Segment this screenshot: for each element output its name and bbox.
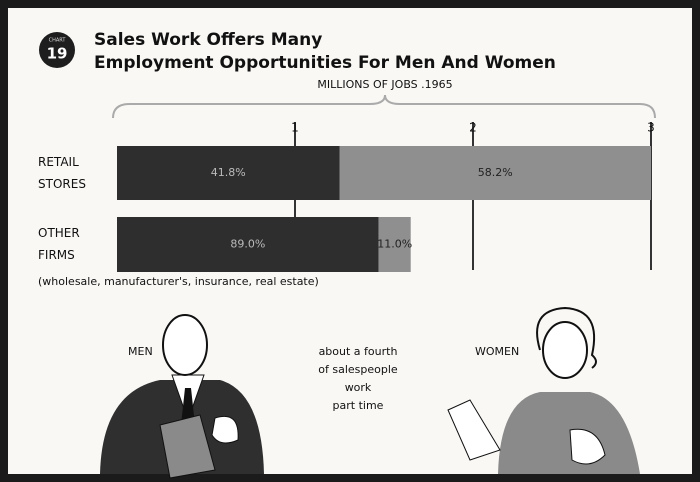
- chart-subtitle: MILLIONS OF JOBS .1965: [317, 78, 452, 91]
- chart: CHART 19 Sales Work Offers Many Employme…: [0, 0, 700, 482]
- chart-title: Sales Work Offers Many: [94, 30, 322, 50]
- badge-label: CHART: [49, 38, 67, 44]
- man-head: [163, 315, 207, 375]
- annotation: of salespeople: [318, 363, 398, 376]
- badge-number: 19: [47, 45, 68, 63]
- woman-head: [543, 322, 587, 378]
- share-label: 41.8%: [211, 166, 246, 179]
- chart-title: Employment Opportunities For Men And Wom…: [94, 53, 556, 73]
- x-tick-label: 2: [469, 121, 477, 135]
- share-label: 58.2%: [478, 166, 513, 179]
- page: CHART 19 Sales Work Offers Many Employme…: [0, 0, 700, 482]
- x-tick-label: 3: [647, 121, 655, 135]
- man-hand: [212, 416, 238, 443]
- x-tick-label: 1: [291, 121, 299, 135]
- annotation: about a fourth: [319, 345, 398, 358]
- legend-label: WOMEN: [475, 345, 519, 358]
- share-label: 89.0%: [230, 238, 265, 251]
- annotation: work: [345, 381, 372, 394]
- legend-label: MEN: [128, 345, 153, 358]
- annotation: part time: [333, 399, 384, 412]
- share-label: 11.0%: [377, 238, 412, 251]
- note: (wholesale, manufacturer's, insurance, r…: [38, 275, 319, 288]
